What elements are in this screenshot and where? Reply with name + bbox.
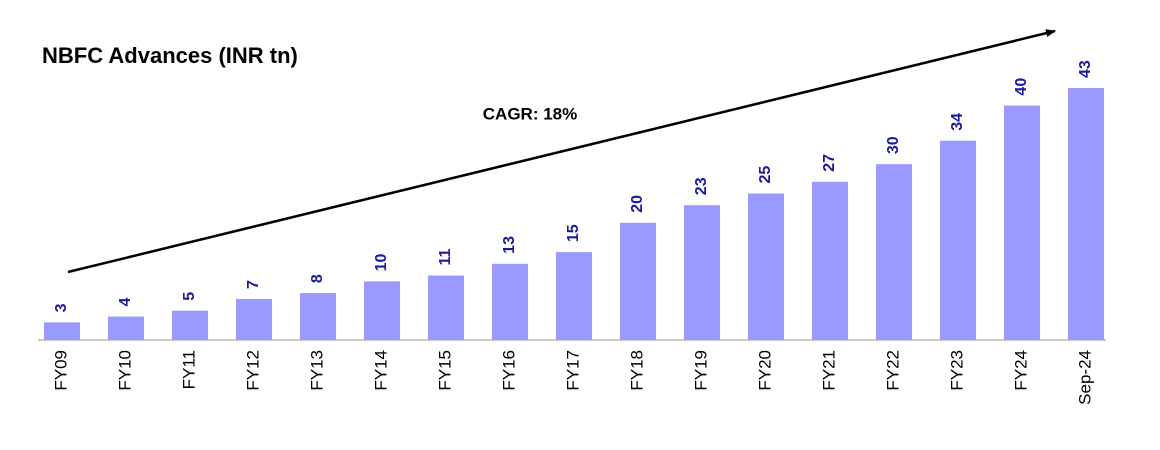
x-tick-label: FY10 [115, 350, 134, 391]
bar [620, 222, 656, 340]
data-label: 30 [885, 136, 902, 154]
data-label: 34 [949, 113, 966, 131]
data-label: 4 [117, 298, 134, 307]
data-label: 13 [501, 236, 518, 254]
x-tick-label: FY09 [51, 350, 70, 391]
x-tick-label: FY20 [755, 350, 774, 391]
bar [108, 316, 144, 340]
data-label: 23 [693, 177, 710, 195]
trend-arrow [67, 29, 1056, 274]
bar [364, 281, 400, 340]
x-tick-label: FY17 [563, 350, 582, 391]
bar [44, 322, 80, 340]
x-tick-label: FY21 [819, 350, 838, 391]
bar [684, 205, 720, 340]
data-label: 5 [181, 292, 198, 301]
data-label: 43 [1077, 60, 1094, 78]
data-label: 15 [565, 224, 582, 242]
x-tick-label: Sep-24 [1075, 350, 1094, 405]
data-label: 8 [309, 274, 326, 283]
data-label: 7 [245, 280, 262, 289]
bar [1004, 105, 1040, 341]
data-label: 40 [1013, 78, 1030, 96]
data-label: 27 [821, 154, 838, 172]
annotation: CAGR: 18% [483, 104, 577, 123]
x-tick-label: FY18 [627, 350, 646, 391]
x-tick-label: FY24 [1011, 350, 1030, 391]
x-tick-label: FY14 [371, 350, 390, 391]
bar [236, 298, 272, 340]
bar [428, 275, 464, 340]
data-label: 10 [373, 253, 390, 271]
x-tick-label: FY19 [691, 350, 710, 391]
bar [940, 140, 976, 340]
bar [172, 310, 208, 340]
chart-title: NBFC Advances (INR tn) [42, 43, 298, 68]
bar [300, 293, 336, 340]
data-label: 11 [437, 249, 454, 266]
x-tick-label: FY13 [307, 350, 326, 391]
bar [748, 193, 784, 340]
x-tick-label: FY22 [883, 350, 902, 391]
x-tick-label: FY15 [435, 350, 454, 391]
bar [556, 252, 592, 340]
bar [1068, 88, 1104, 340]
x-tick-label: FY23 [947, 350, 966, 391]
data-label: 3 [53, 303, 70, 312]
data-label: 20 [629, 195, 646, 213]
x-tick-label: FY12 [243, 350, 262, 391]
x-tick-label: FY11 [179, 350, 198, 389]
x-tick-label: FY16 [499, 350, 518, 391]
bar [812, 181, 848, 340]
bar [492, 263, 528, 340]
data-label: 25 [757, 166, 774, 184]
bar [876, 164, 912, 340]
